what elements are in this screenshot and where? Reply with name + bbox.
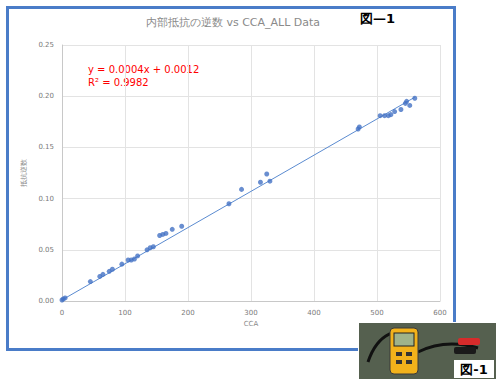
svg-text:図-1: 図-1 — [460, 362, 487, 377]
svg-text:300: 300 — [244, 309, 257, 317]
svg-text:0.15: 0.15 — [38, 143, 54, 151]
svg-text:0.25: 0.25 — [38, 41, 54, 49]
svg-text:内部抵抗の逆数 vs CCA_ALL Data: 内部抵抗の逆数 vs CCA_ALL Data — [146, 16, 320, 29]
svg-text:0: 0 — [60, 309, 64, 317]
svg-text:500: 500 — [370, 309, 383, 317]
svg-text:0.10: 0.10 — [38, 195, 54, 203]
svg-text:y = 0.0004x + 0.0012: y = 0.0004x + 0.0012 — [88, 64, 199, 75]
svg-text:図—1: 図—1 — [360, 11, 395, 26]
svg-text:0.20: 0.20 — [38, 92, 54, 100]
svg-text:CCA: CCA — [244, 320, 259, 328]
svg-text:R² = 0.9982: R² = 0.9982 — [88, 77, 149, 88]
svg-text:抵抗逆数: 抵抗逆数 — [20, 159, 28, 188]
svg-text:600: 600 — [433, 309, 446, 317]
svg-text:200: 200 — [181, 309, 194, 317]
svg-text:100: 100 — [118, 309, 131, 317]
svg-text:400: 400 — [307, 309, 320, 317]
svg-text:0.05: 0.05 — [38, 246, 54, 254]
svg-text:0.00: 0.00 — [38, 297, 54, 305]
